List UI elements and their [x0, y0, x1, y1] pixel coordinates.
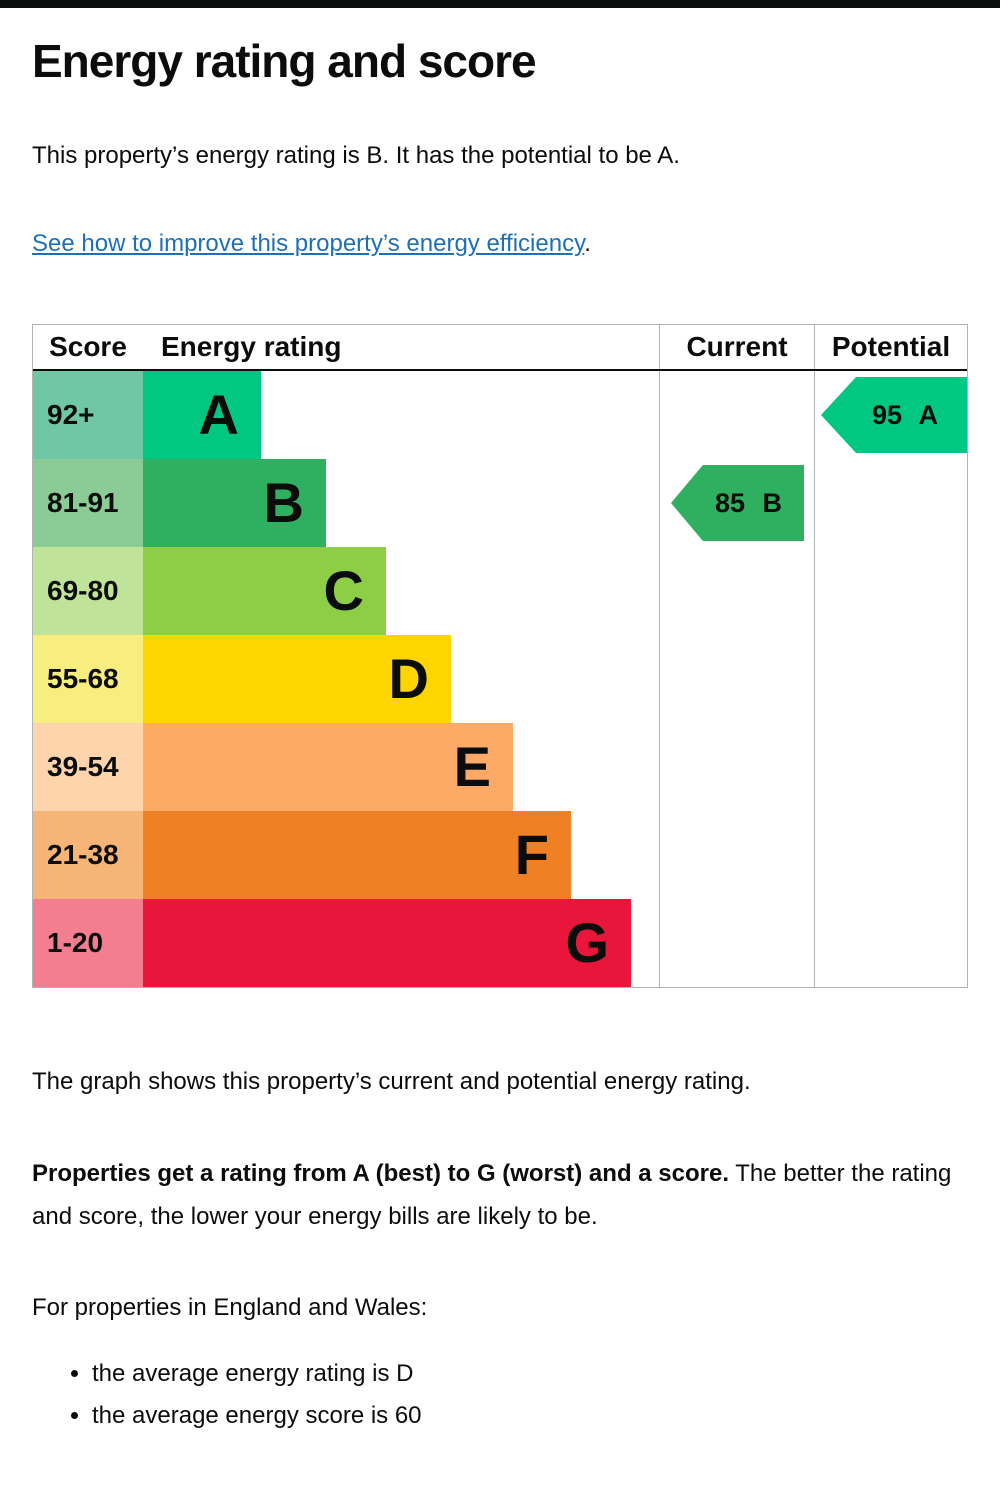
score-label-f: 21-38 [33, 811, 143, 899]
epc-row-b: 81-91 B 85 B [33, 459, 967, 547]
average-facts-list: the average energy rating is D the avera… [32, 1360, 968, 1430]
intro-text: This property’s energy rating is B. It h… [32, 142, 680, 169]
score-label-g: 1-20 [33, 899, 143, 987]
current-cell-e [659, 723, 814, 811]
potential-cell-a: 95 A [814, 371, 967, 459]
epc-row-f: 21-38 F [33, 811, 967, 899]
current-cell-f [659, 811, 814, 899]
band-letter-f: F [514, 823, 549, 886]
current-cell-a [659, 371, 814, 459]
col-header-rating: Energy rating [161, 331, 342, 362]
score-label-a: 92+ [33, 371, 143, 459]
potential-cell-c [814, 547, 967, 635]
rating-bar-f: F [143, 811, 571, 899]
score-label-e: 39-54 [33, 723, 143, 811]
page-title: Energy rating and score [32, 35, 537, 87]
current-cell-c [659, 547, 814, 635]
score-label-b: 81-91 [33, 459, 143, 547]
score-label-d: 55-68 [33, 635, 143, 723]
rating-explanation-bold: Properties get a rating from A (best) to… [32, 1160, 729, 1187]
col-header-score: Score [49, 331, 127, 362]
region-heading: For properties in England and Wales: [32, 1294, 428, 1322]
band-letter-a: A [198, 383, 239, 446]
epc-row-a: 92+ A 95 A [33, 371, 967, 459]
rating-explanation-rest: The better the rating and score, the low… [32, 1160, 952, 1231]
rating-bar-e: E [143, 723, 513, 811]
potential-cell-e [814, 723, 967, 811]
link-period: . [584, 230, 591, 257]
epc-row-g: 1-20 G [33, 899, 967, 987]
rating-bar-g: G [143, 899, 631, 987]
band-letter-c: C [323, 559, 364, 622]
epc-chart: Score Energy rating Current Potential 92… [32, 324, 968, 988]
score-label-c: 69-80 [33, 547, 143, 635]
band-letter-e: E [453, 735, 491, 798]
epc-row-d: 55-68 D [33, 635, 967, 723]
main-content: Energy rating and score This property’s … [0, 34, 1000, 1430]
band-letter-b: B [263, 471, 304, 534]
current-cell-d [659, 635, 814, 723]
epc-row-e: 39-54 E [33, 723, 967, 811]
potential-cell-d [814, 635, 967, 723]
improve-link-row: See how to improve this property’s energ… [32, 230, 968, 258]
rating-bar-b: B [143, 459, 326, 547]
col-header-potential: Potential [814, 325, 967, 369]
col-header-current: Current [659, 325, 814, 369]
potential-rating-arrow: 95 A [821, 377, 967, 453]
rating-bar-c: C [143, 547, 386, 635]
rating-bar-d: D [143, 635, 451, 723]
epc-header-row: Score Energy rating Current Potential [33, 325, 967, 371]
improve-efficiency-link[interactable]: See how to improve this property’s energ… [32, 230, 585, 257]
potential-cell-b [814, 459, 967, 547]
band-letter-g: G [565, 911, 609, 974]
rating-bar-a: A [143, 371, 261, 459]
current-cell-g [659, 899, 814, 987]
epc-row-c: 69-80 C [33, 547, 967, 635]
top-border [0, 0, 1000, 8]
band-letter-d: D [388, 647, 429, 710]
current-rating-arrow: 85 B [671, 465, 804, 541]
current-cell-b: 85 B [659, 459, 814, 547]
rating-explanation: Properties get a rating from A (best) to… [32, 1152, 968, 1238]
list-item: the average energy rating is D [92, 1360, 968, 1388]
potential-cell-f [814, 811, 967, 899]
potential-cell-g [814, 899, 967, 987]
graph-caption: The graph shows this property’s current … [32, 1068, 751, 1095]
list-item: the average energy score is 60 [92, 1402, 968, 1430]
